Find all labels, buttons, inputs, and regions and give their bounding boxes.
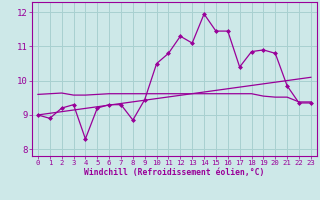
X-axis label: Windchill (Refroidissement éolien,°C): Windchill (Refroidissement éolien,°C) [84,168,265,177]
